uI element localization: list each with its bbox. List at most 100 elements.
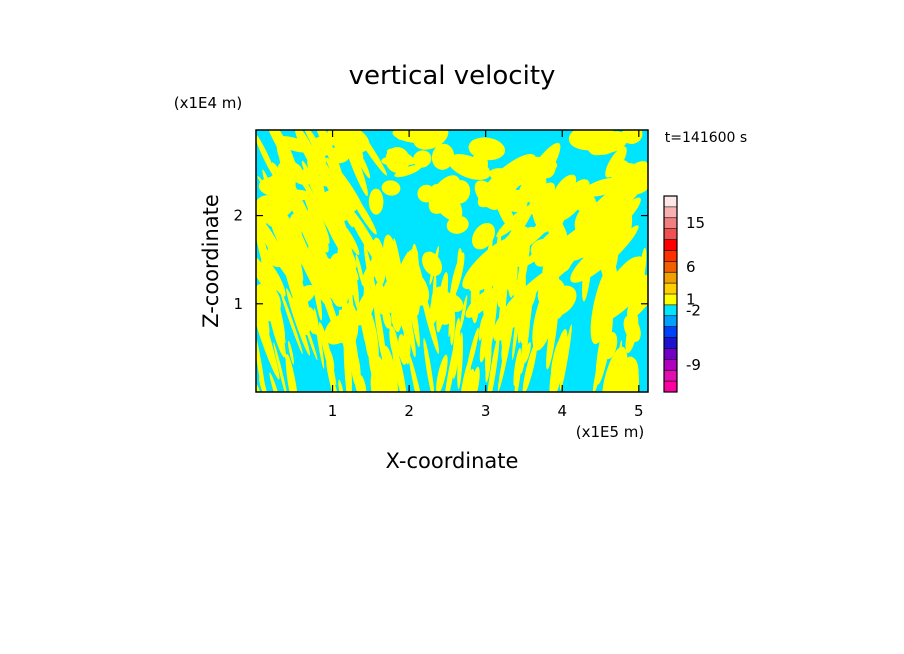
positive-contour-patch bbox=[288, 213, 302, 255]
positive-contour-patch bbox=[354, 148, 371, 179]
positive-contour-patch bbox=[607, 162, 647, 175]
colorbar-swatch bbox=[664, 359, 677, 371]
positive-contour-patch bbox=[386, 148, 416, 165]
positive-contour-patch bbox=[498, 268, 525, 301]
positive-contour-patch bbox=[293, 169, 318, 185]
positive-contour-patch bbox=[594, 236, 621, 264]
x-tick-label: 5 bbox=[634, 402, 644, 420]
positive-contour-patch bbox=[322, 168, 337, 184]
positive-contour-patch bbox=[285, 354, 299, 392]
positive-contour-patch bbox=[343, 302, 359, 344]
positive-contour-patch bbox=[337, 240, 359, 281]
positive-contour-patch bbox=[269, 372, 283, 392]
colorbar-tick-label: 6 bbox=[686, 258, 696, 276]
positive-contour-patch bbox=[503, 189, 528, 213]
colorbar-swatch bbox=[664, 348, 677, 360]
x-tick-label: 1 bbox=[328, 402, 338, 420]
positive-contour-patch bbox=[436, 354, 448, 392]
positive-contour-patch bbox=[330, 253, 349, 276]
positive-contour-patch bbox=[471, 222, 496, 250]
positive-contour-patch bbox=[421, 251, 443, 276]
positive-contour-patch bbox=[457, 332, 463, 389]
colorbar-swatch bbox=[664, 326, 677, 338]
positive-contour-patch bbox=[431, 286, 454, 325]
colorbar-swatch bbox=[664, 250, 677, 262]
positive-contour-patch bbox=[603, 192, 627, 217]
x-tick-label: 2 bbox=[404, 402, 414, 420]
positive-contour-patch bbox=[623, 315, 641, 342]
positive-contour-patch bbox=[457, 248, 463, 275]
colorbar-swatch bbox=[664, 370, 677, 382]
positive-contour-patch bbox=[326, 201, 353, 222]
colorbar-tick-label: 1 bbox=[686, 290, 696, 308]
positive-contour-patch bbox=[413, 150, 432, 168]
positive-contour-patch bbox=[485, 347, 492, 383]
positive-contour-patch bbox=[443, 335, 459, 392]
positive-contour-patch bbox=[513, 347, 521, 387]
colorbar-swatch bbox=[664, 196, 677, 208]
positive-contour-patch bbox=[621, 357, 639, 392]
positive-contour-patch bbox=[447, 154, 491, 180]
positive-contour-patch bbox=[261, 305, 278, 322]
time-label: t=141600 s bbox=[665, 130, 747, 146]
positive-contour-patch bbox=[336, 218, 352, 246]
positive-contour-patch bbox=[329, 145, 351, 164]
positive-contour-patch bbox=[326, 348, 335, 372]
positive-contour-patch bbox=[371, 364, 378, 392]
colorbar-swatch bbox=[664, 381, 677, 393]
positive-contour-patch bbox=[389, 325, 400, 363]
positive-contour-patch bbox=[595, 307, 613, 385]
positive-contour-patch bbox=[266, 240, 291, 268]
positive-contour-patch bbox=[446, 215, 469, 234]
positive-contour-patch bbox=[501, 201, 536, 255]
positive-contour-patch bbox=[396, 130, 430, 141]
positive-contour-patch bbox=[558, 246, 573, 272]
positive-contour-patch bbox=[601, 346, 628, 392]
positive-contour-patch bbox=[530, 238, 557, 260]
plot-frame bbox=[255, 129, 649, 393]
positive-contour-patch bbox=[551, 341, 560, 374]
positive-contour-patch bbox=[511, 247, 529, 268]
positive-contour-patch bbox=[382, 345, 399, 392]
positive-contour-patch bbox=[627, 263, 648, 319]
x-axis: 1 2 3 4 5 bbox=[328, 130, 644, 420]
positive-contour-patch bbox=[514, 264, 561, 303]
x-unit-label: (x1E5 m) bbox=[576, 423, 645, 441]
positive-contour-patch bbox=[403, 309, 411, 365]
positive-contour-patch bbox=[408, 354, 428, 392]
positive-contour-patch bbox=[544, 212, 568, 247]
positive-contour-patch bbox=[303, 195, 320, 232]
positive-contour-patch bbox=[355, 288, 376, 326]
chart-title: vertical velocity bbox=[349, 61, 556, 91]
positive-contour-patch bbox=[268, 192, 294, 218]
colorbar-swatch bbox=[664, 294, 677, 306]
positive-contour-patch bbox=[465, 288, 497, 318]
positive-contour-patch bbox=[459, 295, 468, 331]
colorbar-frame bbox=[663, 195, 678, 393]
colorbar-swatch bbox=[664, 272, 677, 284]
positive-contour-patch bbox=[582, 130, 620, 155]
positive-contour-patch bbox=[311, 136, 333, 157]
positive-contour-patch bbox=[559, 324, 572, 391]
x-axis-title: X-coordinate bbox=[386, 449, 519, 473]
positive-contour-patch bbox=[523, 342, 531, 363]
colorbar-swatch bbox=[664, 283, 677, 295]
positive-contour-patch bbox=[549, 329, 568, 392]
positive-contour-patch bbox=[279, 288, 303, 354]
colorbar-tick-label: 15 bbox=[686, 214, 705, 232]
x-tick-label: 4 bbox=[557, 402, 567, 420]
positive-contour-patch bbox=[522, 342, 538, 392]
positive-contour-patch bbox=[359, 375, 367, 392]
colorbar-tick-label: -2 bbox=[686, 301, 701, 319]
contour-field bbox=[255, 129, 649, 393]
x-tick-label: 3 bbox=[481, 402, 491, 420]
positive-contour-patch bbox=[599, 288, 610, 305]
positive-contour-patch bbox=[387, 246, 398, 268]
positive-contour-patch bbox=[507, 168, 523, 179]
positive-contour-patch bbox=[466, 368, 477, 392]
positive-contour-patch bbox=[579, 211, 610, 258]
positive-contour-patch bbox=[308, 244, 334, 300]
colorbar-swatch bbox=[664, 261, 677, 273]
positive-contour-patch bbox=[338, 379, 344, 392]
positive-contour-patch bbox=[532, 202, 550, 233]
